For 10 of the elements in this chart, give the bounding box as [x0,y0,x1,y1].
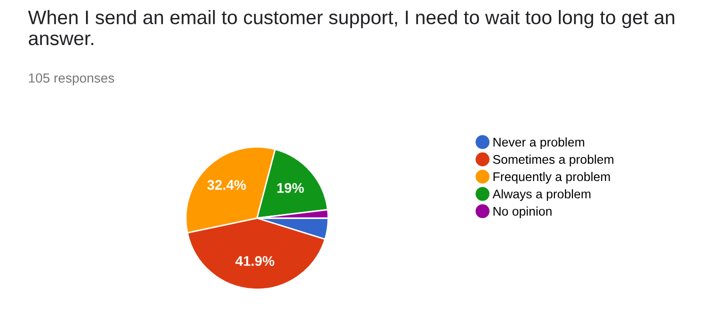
chart-title: When I send an email to customer support, I need to wait too long to get an answer. [28,10,674,46]
text: 105 responses [29,73,114,86]
data-label: 32.4% [207,180,246,190]
legend-label: Sometimes a problem [493,154,614,166]
legend-label: No opinion [494,206,552,218]
legend-label: Always a problem [492,189,590,201]
legend-label: Never a problem [494,137,584,150]
data-label: 19% [277,183,304,193]
legend-label: Frequently a problem [494,172,610,184]
data-label: 41.9% [235,256,274,266]
